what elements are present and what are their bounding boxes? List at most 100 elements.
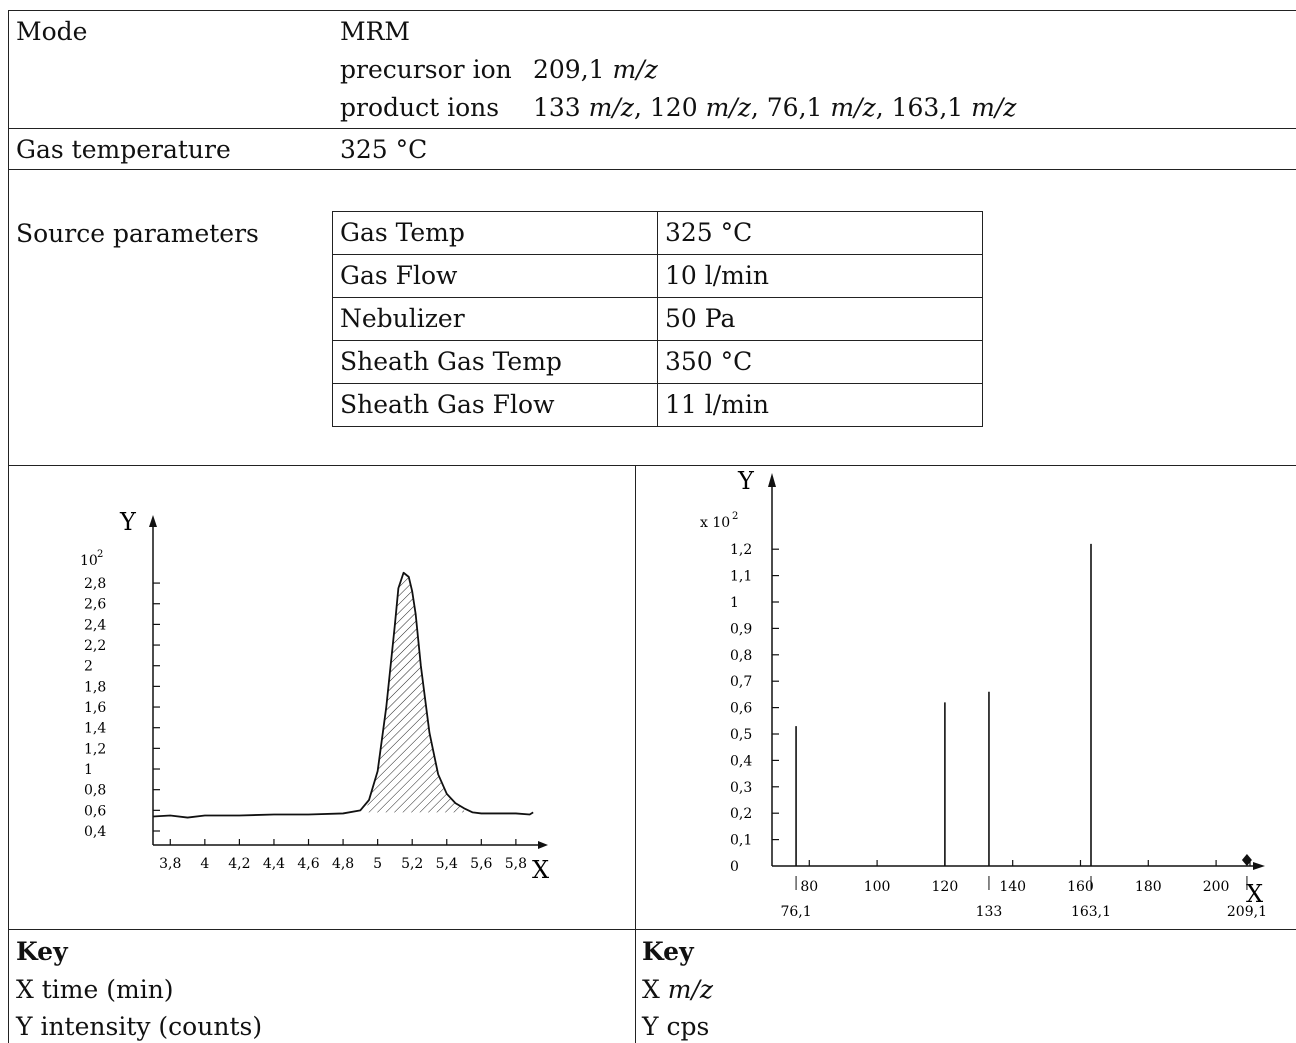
y-tick-label: 1,8	[84, 679, 106, 695]
x-axis-label: X	[532, 856, 549, 884]
y-tick-label: 1	[84, 762, 93, 778]
y-tick-label: 1,2	[84, 741, 106, 757]
param-value: 325 °C	[657, 211, 983, 255]
gas-temperature-value: 325 °C	[340, 135, 428, 164]
x-tick-label: 4,6	[297, 856, 319, 872]
y-tick-label: 0,1	[730, 833, 752, 849]
key-title-right: Key	[642, 937, 694, 966]
peak-mz-label: 76,1	[780, 904, 811, 920]
key-item-x-left: X time (min)	[16, 975, 174, 1004]
y-tick-label: 0	[730, 859, 739, 875]
param-value: 11 l/min	[657, 383, 983, 427]
key-item-y-left: Y intensity (counts)	[16, 1012, 263, 1041]
table-divider-charts	[8, 929, 1296, 930]
y-tick-label: 0,6	[84, 803, 106, 819]
precursor-label: precursor ion	[340, 55, 512, 84]
peak-shaded-area	[365, 572, 465, 813]
y-tick-label: 0,4	[730, 753, 752, 769]
y-tick-label: 1,1	[730, 569, 752, 585]
y-tick-label: 2,6	[84, 597, 106, 613]
y-tick-label: 1,4	[84, 721, 106, 737]
param-name: Sheath Gas Flow	[332, 383, 658, 427]
x-tick-label: 4,8	[332, 856, 354, 872]
x-tick-label: 4,2	[228, 856, 250, 872]
table-divider-source	[8, 465, 1296, 466]
chromatogram-line	[152, 571, 534, 819]
x-tick-label: 160	[1067, 879, 1094, 895]
y-tick-label: 2	[84, 659, 93, 675]
table-border-top	[8, 10, 1296, 11]
param-name: Sheath Gas Temp	[332, 340, 658, 384]
param-name: Nebulizer	[332, 297, 658, 341]
x-tick-label: 4	[200, 856, 209, 872]
x-tick-label: 5,8	[505, 856, 527, 872]
source-parameters-table: Gas Temp 325 °C Gas Flow 10 l/min Nebulize…	[332, 211, 983, 427]
precursor-value: 209,1 m/z	[533, 55, 658, 84]
y-tick-label: 0,9	[730, 621, 752, 637]
precursor-marker-icon	[1241, 854, 1252, 866]
x-tick-label: 120	[932, 879, 959, 895]
y-axis-label: Y	[737, 467, 755, 495]
x-axis-arrow	[1253, 862, 1265, 870]
source-parameters-label: Source parameters	[16, 219, 259, 248]
table-border-left	[8, 10, 9, 1043]
table-divider-mode	[8, 128, 1296, 129]
y-tick-label: 2,2	[84, 638, 106, 654]
x-tick-label: 180	[1135, 879, 1162, 895]
x-axis-label: X	[1246, 880, 1263, 908]
y-tick-label: 2,4	[84, 617, 106, 633]
y-tick-label: 0,6	[730, 701, 752, 717]
param-value: 350 °C	[657, 340, 983, 384]
param-value: 50 Pa	[657, 297, 983, 341]
y-tick-label: 0,5	[730, 727, 752, 743]
peak-mz-label: 163,1	[1071, 904, 1111, 920]
mode-label: Mode	[16, 17, 88, 46]
y-axis-arrow	[149, 515, 157, 527]
mass-spectrum-chart: Y Xx 10 2 0 0,1 0,2 0,3 0,4 0,5 0,6 0,7 0,8 0,9 1 1,1 1…	[700, 467, 1267, 920]
param-name: Gas Temp	[332, 211, 658, 255]
table-row: Sheath Gas Flow 11 l/min	[332, 383, 983, 427]
y-tick-label: 0,8	[84, 783, 106, 799]
product-label: product ions	[340, 93, 500, 122]
x-tick-label: 5	[373, 856, 382, 872]
precursor-mz-label: 209,1	[1227, 904, 1267, 920]
x-tick-label: 140	[999, 879, 1026, 895]
y-tick-label: 0,2	[730, 806, 752, 822]
table-row: Gas Flow 10 l/min	[332, 254, 983, 298]
x-tick-label: 5,2	[401, 856, 423, 872]
product-values: 133 m/z, 120 m/z, 76,1 m/z, 163,1 m/z	[533, 93, 1017, 122]
key-item-x-right: X m/z	[642, 975, 714, 1004]
y-multiplier-label: 10	[80, 553, 98, 569]
x-tick-label: 3,8	[159, 856, 181, 872]
table-row: Nebulizer 50 Pa	[332, 297, 983, 341]
x-tick-label: 80	[800, 879, 818, 895]
table-row: Gas Temp 325 °C	[332, 211, 983, 255]
y-axis-label: Y	[119, 508, 137, 536]
y-axis-arrow	[768, 473, 776, 487]
peak-mz-label: 133	[976, 904, 1003, 920]
y-tick-label: 2,8	[84, 576, 106, 592]
x-tick-label: 4,4	[263, 856, 285, 872]
param-name: Gas Flow	[332, 254, 658, 298]
y-tick-label: 1,6	[84, 700, 106, 716]
y-multiplier-exponent: 2	[97, 549, 103, 560]
mode-value: MRM	[340, 17, 411, 46]
table-divider-gas	[8, 169, 1296, 170]
x-tick-label: 100	[864, 879, 891, 895]
x-axis-arrow	[538, 841, 548, 849]
x-tick-label: 200	[1203, 879, 1230, 895]
y-tick-label: 0,7	[730, 674, 752, 690]
y-tick-label: 0,4	[84, 824, 106, 840]
key-item-y-right: Y cps	[642, 1012, 710, 1041]
gas-temperature-label: Gas temperature	[16, 135, 231, 164]
y-tick-label: 0,3	[730, 780, 752, 796]
table-row: Sheath Gas Temp 350 °C	[332, 340, 983, 384]
y-tick-label: 1	[730, 595, 739, 611]
y-multiplier-label: x 10	[700, 515, 730, 531]
y-tick-label: 0,8	[730, 648, 752, 664]
y-tick-label: 1,2	[730, 542, 752, 558]
y-multiplier-exponent: 2	[732, 511, 738, 522]
param-value: 10 l/min	[657, 254, 983, 298]
